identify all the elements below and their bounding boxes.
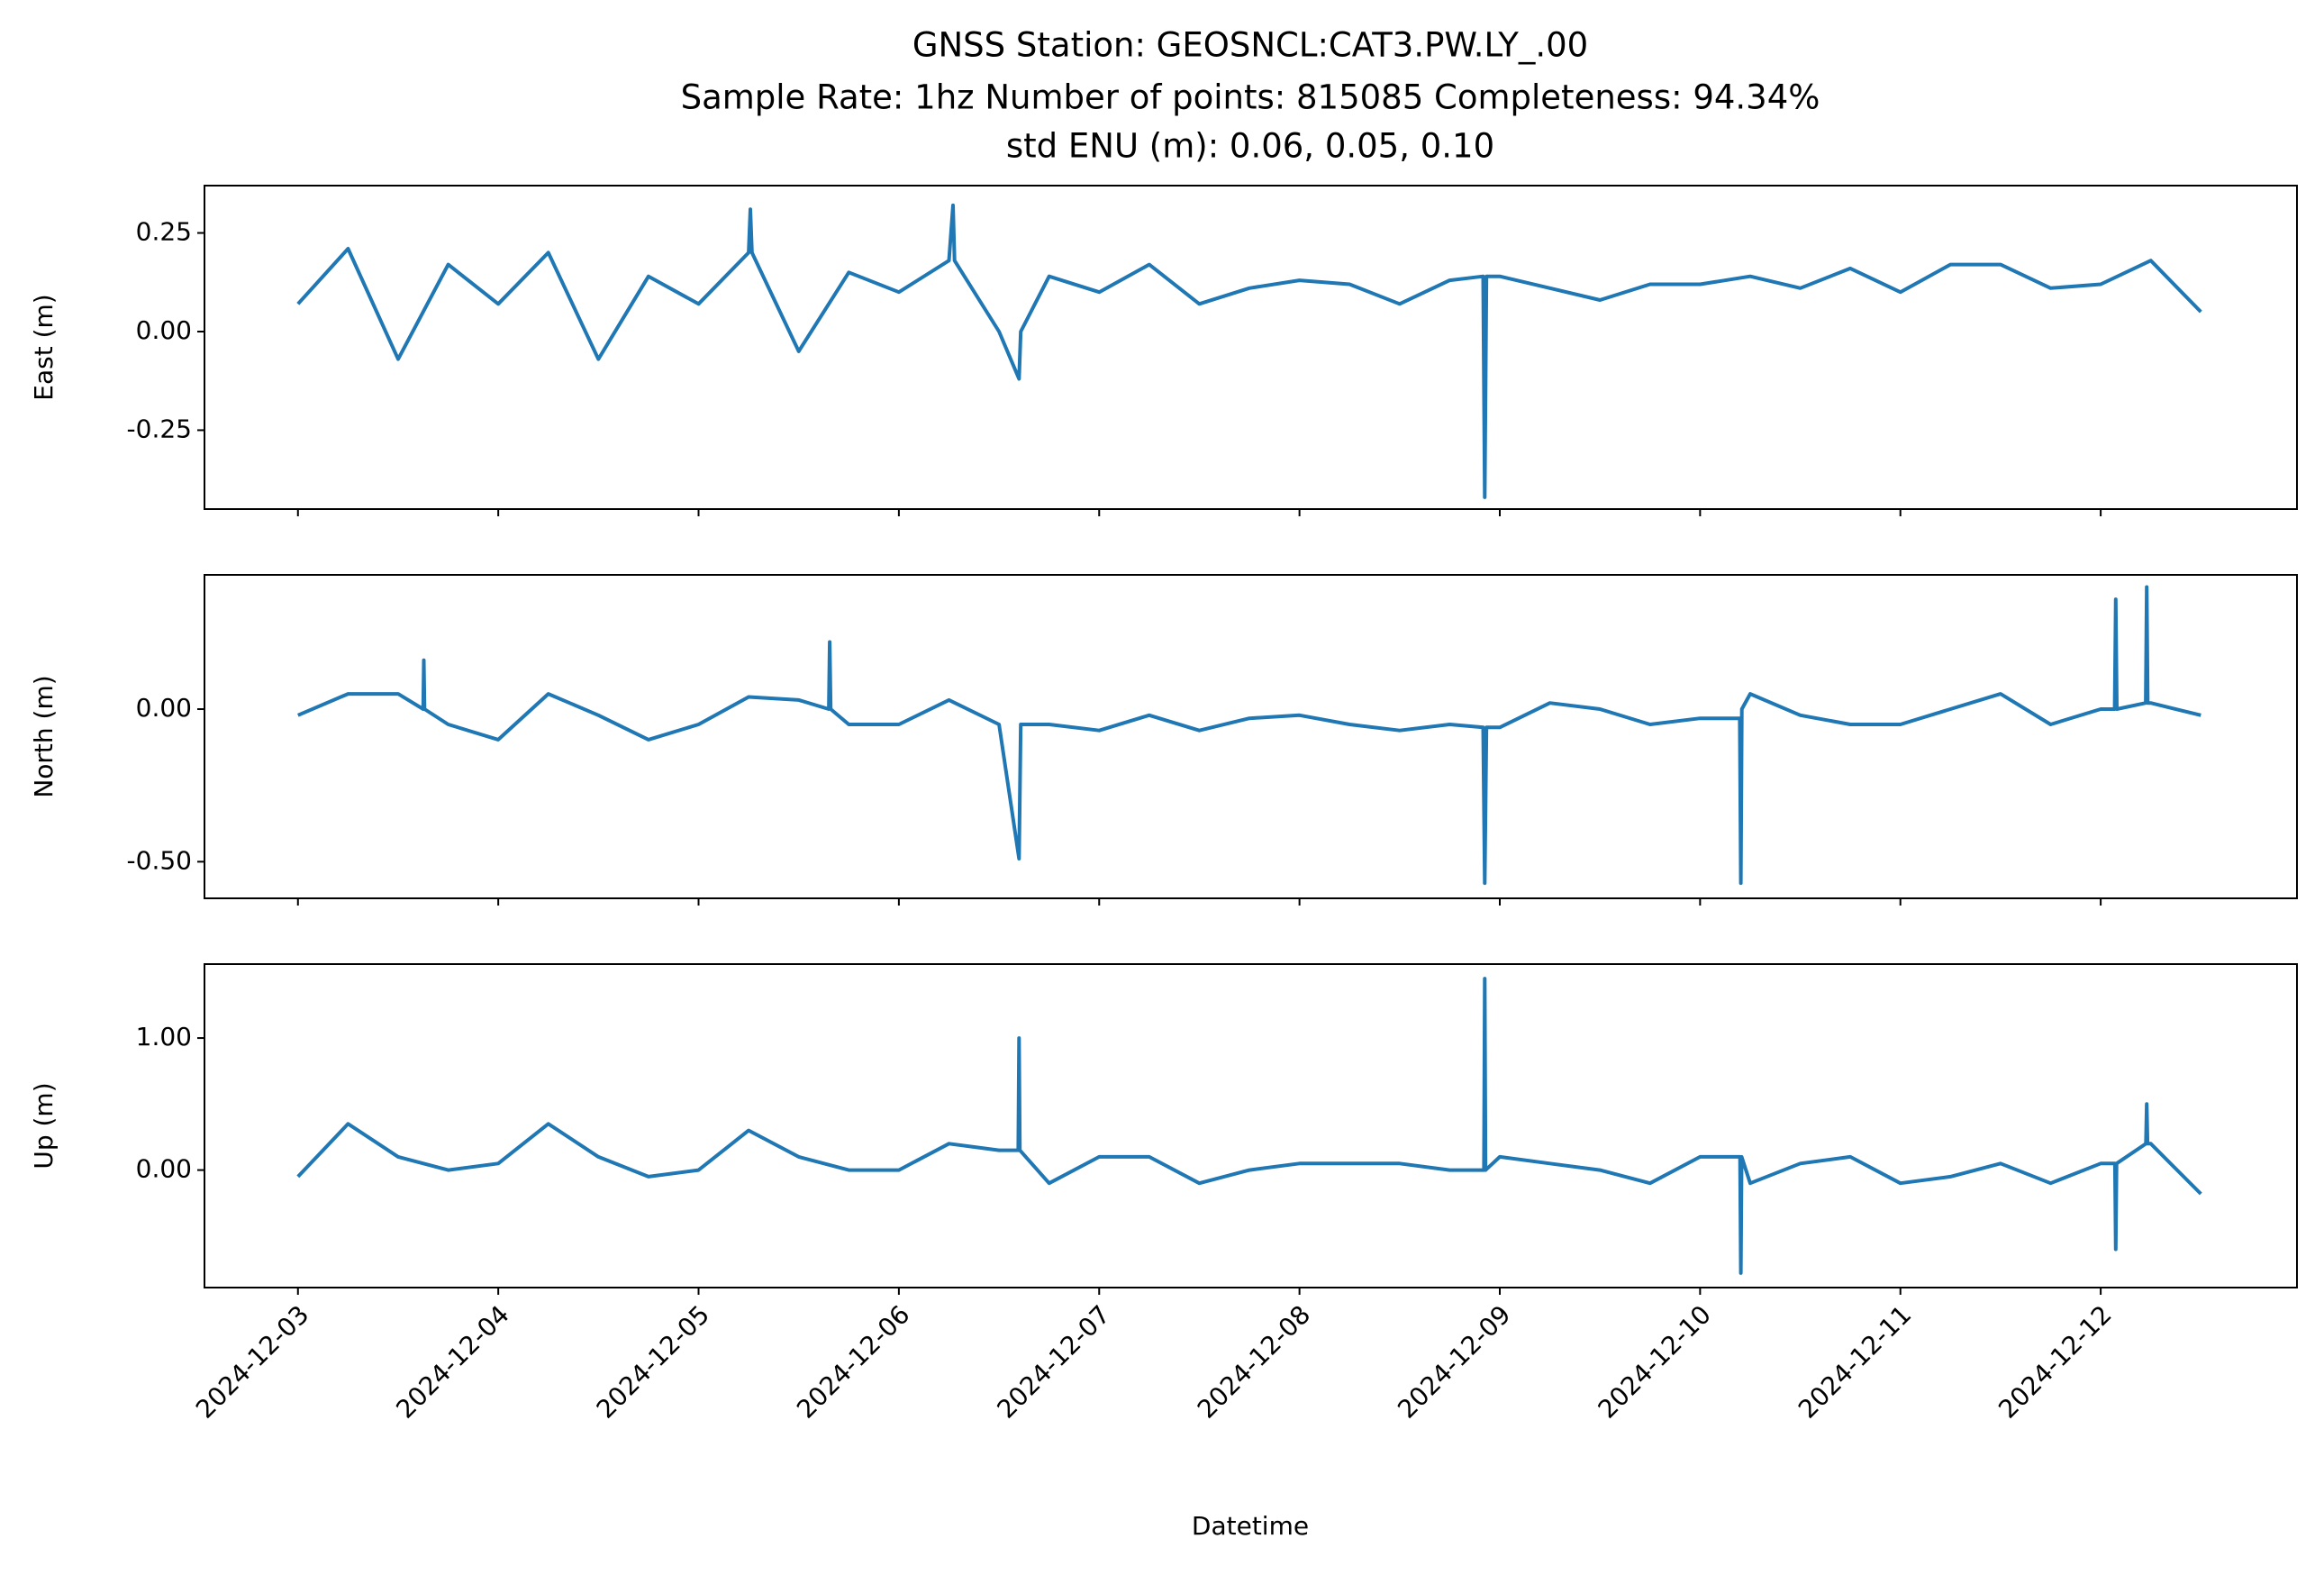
title-line: GNSS Station: GEOSNCL:CAT3.PW.LY_.00 <box>912 26 1588 65</box>
x-axis-label: Datetime <box>1192 1511 1309 1541</box>
axes-frame <box>204 574 2298 899</box>
data-line <box>296 203 2202 499</box>
y-axis-label: East (m) <box>29 294 59 400</box>
title-line: std ENU (m): 0.06, 0.05, 0.10 <box>1006 127 1494 166</box>
title-line: Sample Rate: 1hz Number of points: 81508… <box>681 78 1820 117</box>
data-line <box>296 977 2202 1275</box>
axes-frame <box>204 185 2298 510</box>
y-tick-label: 0.25 <box>136 217 192 247</box>
data-line <box>297 585 2201 886</box>
axes-frame <box>204 963 2298 1288</box>
y-tick-label: -0.50 <box>127 845 192 875</box>
y-axis-label: North (m) <box>29 675 59 797</box>
y-axis-label: Up (m) <box>29 1082 59 1169</box>
y-tick-label: -0.25 <box>127 414 192 443</box>
y-tick-label: 0.00 <box>136 1154 192 1184</box>
y-tick-label: 0.00 <box>136 693 192 723</box>
y-tick-label: 0.00 <box>136 315 192 345</box>
y-tick-label: 1.00 <box>136 1022 192 1052</box>
